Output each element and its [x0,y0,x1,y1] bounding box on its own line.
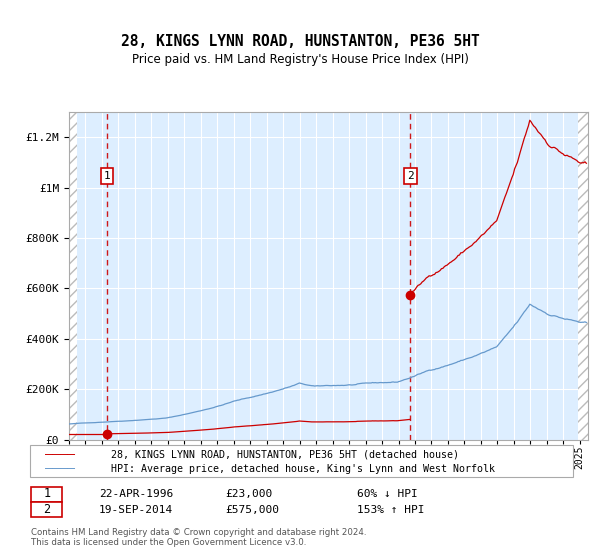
Text: HPI: Average price, detached house, King's Lynn and West Norfolk: HPI: Average price, detached house, King… [111,464,495,474]
Text: £575,000: £575,000 [225,505,279,515]
Text: ————: ———— [45,462,75,475]
Text: 22-APR-1996: 22-APR-1996 [99,489,173,499]
Text: 153% ↑ HPI: 153% ↑ HPI [357,505,425,515]
Text: 2: 2 [43,503,50,516]
Text: 2: 2 [407,171,414,181]
Text: Contains HM Land Registry data © Crown copyright and database right 2024.
This d: Contains HM Land Registry data © Crown c… [31,528,367,547]
Text: 19-SEP-2014: 19-SEP-2014 [99,505,173,515]
Text: £23,000: £23,000 [225,489,272,499]
Text: 1: 1 [104,171,110,181]
Text: Price paid vs. HM Land Registry's House Price Index (HPI): Price paid vs. HM Land Registry's House … [131,53,469,67]
Bar [578,112,588,440]
Text: 60% ↓ HPI: 60% ↓ HPI [357,489,418,499]
Text: 28, KINGS LYNN ROAD, HUNSTANTON, PE36 5HT: 28, KINGS LYNN ROAD, HUNSTANTON, PE36 5H… [121,35,479,49]
Text: ————: ———— [45,448,75,461]
Text: 28, KINGS LYNN ROAD, HUNSTANTON, PE36 5HT (detached house): 28, KINGS LYNN ROAD, HUNSTANTON, PE36 5H… [111,450,459,460]
Text: 1: 1 [43,487,50,501]
Bar [69,112,77,440]
